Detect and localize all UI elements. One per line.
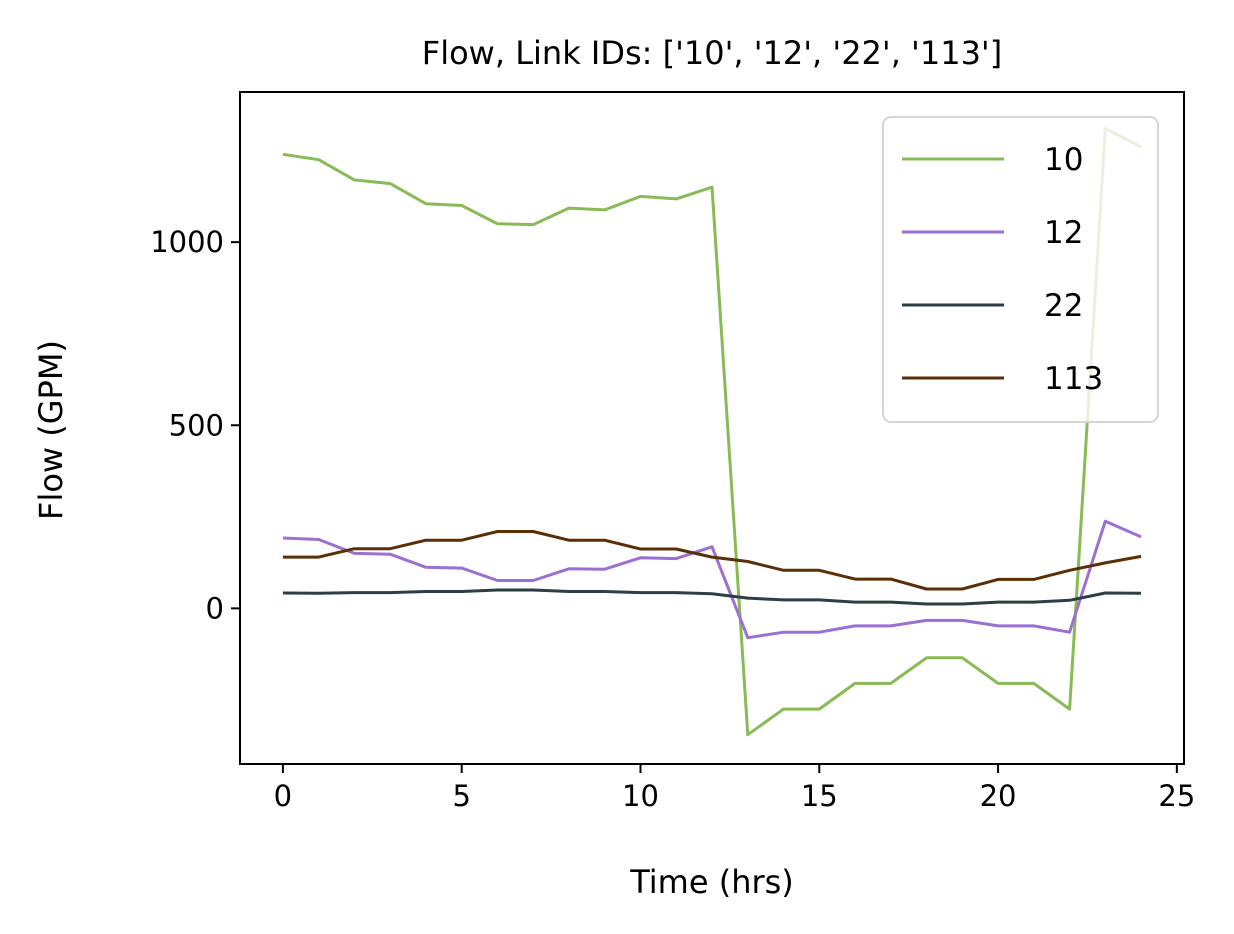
legend: 10 12 22 113 bbox=[882, 116, 1159, 423]
y-axis-label: Flow (GPM) bbox=[32, 340, 70, 520]
x-axis-label: Time (hrs) bbox=[629, 863, 794, 901]
plot-lines bbox=[282, 127, 1142, 737]
legend-label-10: 10 bbox=[1044, 142, 1083, 178]
plot-frame bbox=[239, 91, 1185, 765]
x-tick-label: 10 bbox=[622, 779, 659, 813]
series-line-10 bbox=[282, 127, 1142, 737]
legend-label-12: 12 bbox=[1044, 215, 1083, 251]
x-tick-label: 20 bbox=[980, 779, 1017, 813]
x-tick-label: 15 bbox=[801, 779, 838, 813]
legend-label-22: 22 bbox=[1044, 288, 1083, 324]
x-axis-ticks: 0 5 10 15 20 25 bbox=[274, 764, 1195, 813]
y-axis-ticks: 0 500 1000 bbox=[150, 225, 240, 625]
series-line-12 bbox=[282, 519, 1142, 640]
x-tick-label: 25 bbox=[1158, 779, 1195, 813]
y-tick-label: 1000 bbox=[150, 225, 224, 259]
legend-entries: 10 12 22 113 bbox=[902, 142, 1103, 397]
legend-box bbox=[882, 116, 1159, 423]
x-tick-label: 0 bbox=[274, 779, 292, 813]
y-tick-label: 500 bbox=[169, 408, 224, 442]
x-tick-label: 5 bbox=[452, 779, 470, 813]
chart-title: Flow, Link IDs: ['10', '12', '22', '113'… bbox=[422, 34, 1002, 72]
legend-label-113: 113 bbox=[1044, 361, 1103, 397]
series-line-22 bbox=[282, 588, 1142, 606]
y-tick-label: 0 bbox=[206, 591, 224, 625]
series-line-113 bbox=[282, 530, 1142, 591]
